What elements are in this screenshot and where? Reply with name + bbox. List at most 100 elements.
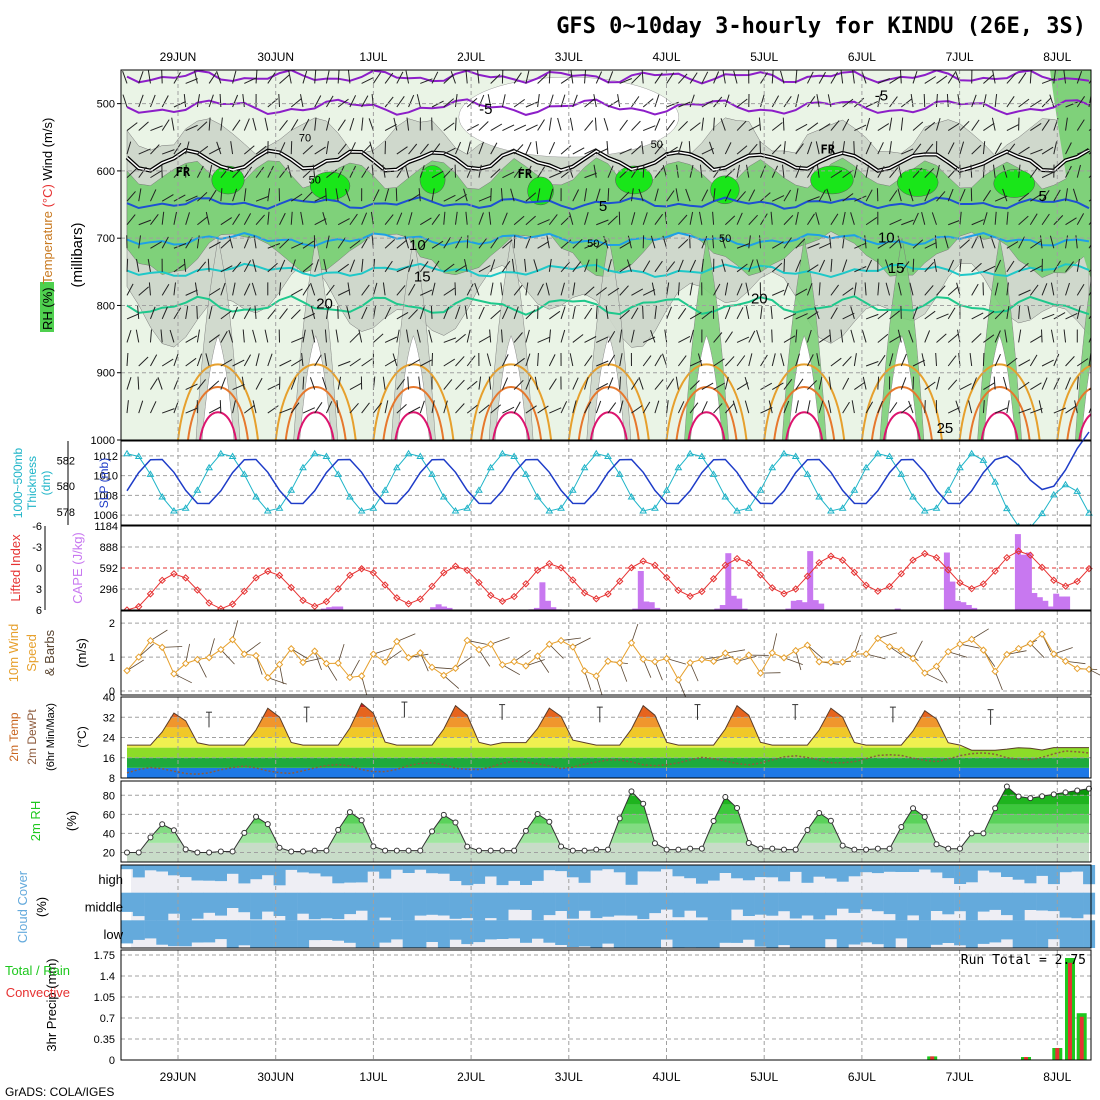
wind-barb	[1004, 329, 1008, 343]
wind10m-barb	[232, 620, 239, 640]
wind-barb	[994, 259, 1002, 273]
wind-barb	[713, 382, 726, 390]
wind-barb	[862, 376, 867, 390]
wind-barb	[173, 307, 182, 320]
wind-barb	[934, 235, 937, 249]
cloud-middle-bar	[144, 892, 157, 921]
wind-barb	[900, 353, 907, 367]
wind-barb	[795, 400, 799, 414]
rh2m-point	[933, 841, 940, 848]
pressure-tick-label: 800	[97, 300, 115, 312]
wind-barb	[654, 354, 662, 367]
wind-barb	[418, 376, 421, 390]
cloud-middle-bar	[508, 892, 521, 910]
cloud-low-bar	[132, 920, 145, 940]
wind-barb	[197, 145, 209, 155]
cloud-middle-bar	[132, 892, 145, 917]
wind-barb	[701, 310, 713, 320]
wind-barb	[768, 400, 773, 414]
temp2m-tick-label: 8	[109, 773, 115, 785]
lifted-index-point	[874, 587, 882, 595]
wind-barb	[720, 118, 726, 131]
rh-label: 50	[719, 233, 731, 245]
lifted-index-point	[1038, 563, 1046, 572]
thickness-point	[850, 486, 859, 493]
li-tick-label: -6	[32, 521, 42, 533]
wind-barb	[150, 401, 157, 414]
rh2m-point	[945, 845, 952, 852]
cloud-high-bar	[496, 865, 509, 886]
wind-barb	[842, 235, 845, 249]
wind-barb	[419, 261, 429, 273]
precip-convective-legend: Convective	[6, 985, 70, 1000]
wind10m-panel: 012	[109, 610, 1100, 699]
wind-barb	[947, 333, 959, 343]
wind-barb	[759, 141, 762, 155]
wind-barb	[756, 329, 761, 343]
wind-barb	[337, 237, 346, 249]
rh2m-point	[956, 845, 963, 852]
wind-barb	[758, 117, 762, 131]
wind10m-point	[522, 662, 530, 670]
cloud-low-bar	[602, 920, 615, 944]
wind-barb	[488, 211, 492, 225]
wind10m-point	[193, 655, 202, 664]
wind10m-point	[803, 641, 812, 649]
cloud-high-bar	[742, 865, 755, 881]
cloud-high-bar	[930, 865, 943, 873]
cape-bar	[954, 600, 961, 610]
rh2m-point	[1003, 783, 1010, 790]
contour-label: 15	[414, 269, 431, 286]
contour-label: 20	[751, 291, 768, 308]
wind-barb	[678, 239, 689, 249]
wind-barb	[302, 240, 315, 249]
cloud-high-bar	[461, 865, 474, 886]
cloud-high-bar	[261, 865, 274, 876]
wind10m-point	[815, 658, 823, 666]
wind-barb	[404, 235, 410, 249]
cloud-high-bar	[132, 865, 145, 878]
wind-barb	[677, 308, 687, 320]
wind-barb	[900, 377, 907, 390]
wind-barb	[654, 188, 659, 202]
wind-barb	[361, 144, 371, 155]
wind-barb	[228, 329, 234, 343]
wind-barb	[842, 259, 848, 272]
wind-barb	[243, 188, 247, 202]
wind10m-barb	[642, 659, 652, 678]
wind10m-barb	[865, 653, 886, 660]
wind-barb	[396, 212, 403, 225]
wind-barb	[619, 376, 621, 390]
wind-barb	[994, 282, 999, 296]
temp-contour-diurnal	[687, 411, 726, 440]
wind-barb	[795, 165, 802, 178]
thickness-point	[709, 470, 718, 477]
wind-barb	[654, 213, 664, 226]
cloud-low-bar	[649, 920, 661, 948]
slp-tick-label: 1008	[94, 490, 118, 502]
wind-barb	[713, 358, 725, 367]
cape-bar	[1020, 554, 1027, 610]
wind10m-barb	[631, 623, 639, 644]
wind-barb	[760, 165, 766, 178]
date-tick-label: 29JUN	[160, 50, 197, 64]
thickness-point	[146, 470, 155, 477]
wind-barb	[850, 329, 855, 343]
wind-barb	[816, 94, 820, 108]
cloud-middle-bar	[801, 892, 814, 916]
wind-barb	[337, 165, 345, 178]
wind-barb	[310, 282, 316, 296]
wind-barb	[243, 260, 252, 273]
cloud-middle-bar	[449, 892, 462, 919]
wind-barb	[697, 353, 703, 367]
wind-barb	[572, 400, 577, 414]
thickness-point	[1073, 487, 1082, 494]
wind-barb	[1065, 312, 1078, 320]
wind-barb	[619, 309, 630, 320]
freezing-level-line	[126, 149, 1090, 172]
rh2m-point	[253, 813, 260, 820]
rh2m-point	[874, 845, 881, 852]
wind-barb	[161, 95, 169, 108]
precip-convective-bar	[1079, 1016, 1084, 1060]
dewpoint-line	[126, 750, 1090, 775]
